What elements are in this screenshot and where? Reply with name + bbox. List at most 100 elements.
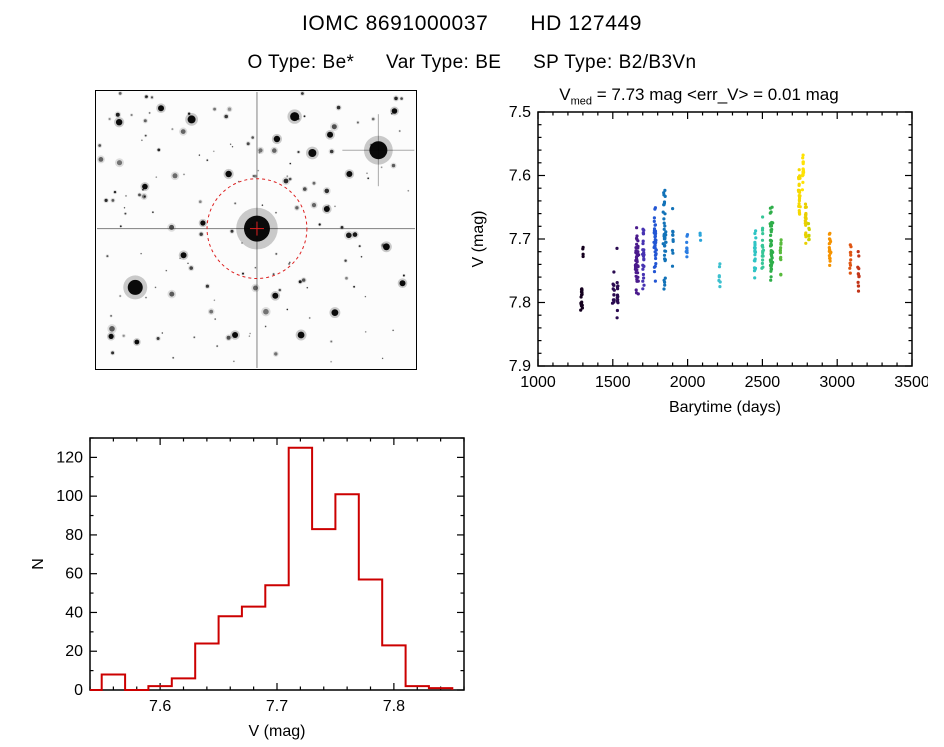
data-point xyxy=(662,203,666,207)
faint-star xyxy=(233,360,235,362)
x-tick-label: 7.7 xyxy=(266,698,288,715)
faint-star xyxy=(224,114,228,119)
faint-star-halo xyxy=(261,307,271,317)
data-point xyxy=(636,279,640,283)
page-title: IOMC 8691000037 HD 127449 xyxy=(0,12,944,36)
faint-star xyxy=(161,332,163,334)
x-tick-label: 1000 xyxy=(520,374,556,391)
object-type-label: O Type: xyxy=(247,52,317,73)
data-point xyxy=(769,278,773,282)
faint-star-halo xyxy=(258,151,261,154)
data-point xyxy=(848,250,852,255)
faint-star xyxy=(150,96,154,99)
data-point xyxy=(761,253,765,258)
data-point xyxy=(636,264,640,268)
spectral-type-label: SP Type: xyxy=(533,52,613,73)
data-point xyxy=(652,216,656,220)
star-field xyxy=(96,91,415,368)
star xyxy=(273,135,281,143)
faint-star-halo xyxy=(130,113,134,117)
data-point xyxy=(581,247,585,251)
data-point xyxy=(827,237,832,241)
data-point xyxy=(610,301,615,305)
variability-type-value: BE xyxy=(475,52,502,73)
data-point xyxy=(580,303,584,307)
data-point xyxy=(653,244,657,248)
faint-star xyxy=(189,266,193,270)
data-point xyxy=(641,279,645,283)
data-point xyxy=(827,254,831,258)
data-point xyxy=(753,240,757,244)
data-point xyxy=(753,253,757,257)
axes: 7.6 7.7 7.8 0 20 40 60 80 100 120 V (mag) N xyxy=(30,437,465,740)
lightcurve-title-sub: med xyxy=(570,95,593,108)
y-tick-label: 7.9 xyxy=(509,358,531,375)
faint-star xyxy=(145,296,147,299)
faint-star xyxy=(258,152,261,154)
y-tick-label: 20 xyxy=(65,643,83,660)
data-point xyxy=(769,249,773,253)
data-point xyxy=(642,258,646,262)
data-point xyxy=(779,255,783,259)
data-point xyxy=(652,265,656,269)
faint-star xyxy=(306,287,308,289)
star xyxy=(142,183,148,190)
data-point xyxy=(671,230,675,234)
data-point xyxy=(642,276,646,280)
faint-star xyxy=(254,267,257,269)
faint-star xyxy=(272,273,275,275)
data-point xyxy=(797,202,801,206)
data-point xyxy=(768,222,772,226)
data-point xyxy=(760,228,765,232)
data-point xyxy=(653,232,657,236)
data-point xyxy=(797,198,801,202)
data-point xyxy=(801,156,805,160)
y-tick-label: 100 xyxy=(56,488,83,505)
faint-star xyxy=(364,296,366,298)
faint-star xyxy=(118,92,122,95)
data-point xyxy=(857,254,861,258)
data-point xyxy=(641,242,645,246)
faint-star-halo xyxy=(121,333,126,338)
faint-star xyxy=(187,262,189,264)
data-point xyxy=(652,270,657,274)
data-point xyxy=(718,262,722,266)
faint-star xyxy=(209,309,214,314)
data-point xyxy=(670,248,674,252)
faint-star xyxy=(252,175,255,177)
data-point xyxy=(856,289,861,293)
data-point xyxy=(616,287,620,291)
data-point xyxy=(641,248,645,252)
data-point xyxy=(698,231,702,235)
x-tick-label: 2000 xyxy=(670,374,706,391)
data-point xyxy=(641,272,645,277)
spectral-type: SP Type: B2/B3Vn xyxy=(533,52,696,73)
data-point xyxy=(753,266,758,270)
data-point xyxy=(769,224,773,228)
faint-star xyxy=(144,134,147,137)
data-point xyxy=(635,226,639,230)
faint-star xyxy=(288,263,290,265)
data-point xyxy=(616,284,620,288)
data-point xyxy=(663,283,667,287)
faint-star xyxy=(187,112,191,115)
faint-star xyxy=(302,278,306,282)
x-tick-label: 3500 xyxy=(894,374,928,391)
data-point xyxy=(770,254,774,258)
data-point xyxy=(663,236,667,240)
spectral-type-value: B2/B3Vn xyxy=(618,52,697,73)
data-point xyxy=(663,249,667,253)
data-point xyxy=(641,227,645,231)
faint-star-halo xyxy=(213,299,216,302)
faint-star xyxy=(254,174,257,178)
data-point xyxy=(635,260,639,264)
data-point xyxy=(663,188,667,192)
data-point xyxy=(579,295,583,299)
faint-star xyxy=(109,326,115,332)
faint-star xyxy=(264,325,267,328)
faint-star xyxy=(400,97,403,100)
data-point xyxy=(633,265,638,269)
faint-star xyxy=(275,253,278,255)
data-point xyxy=(798,212,802,216)
data-point xyxy=(634,249,638,253)
